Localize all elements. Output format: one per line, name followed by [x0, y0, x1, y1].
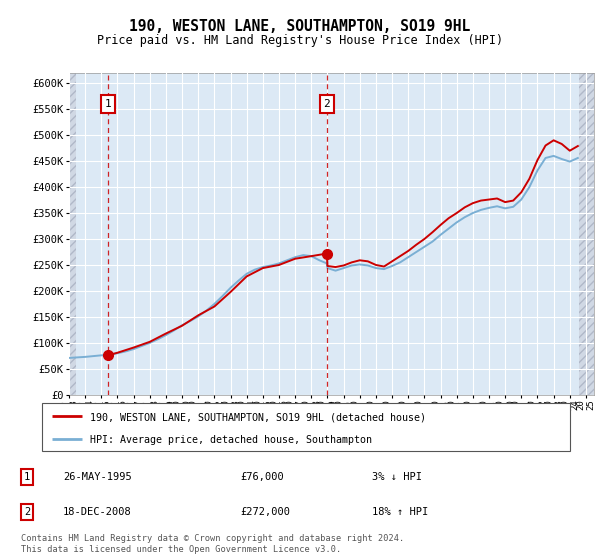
- Text: This data is licensed under the Open Government Licence v3.0.: This data is licensed under the Open Gov…: [21, 545, 341, 554]
- Text: £272,000: £272,000: [240, 507, 290, 517]
- Bar: [69, 60, 76, 398]
- Text: 3% ↓ HPI: 3% ↓ HPI: [372, 472, 422, 482]
- Text: Contains HM Land Registry data © Crown copyright and database right 2024.: Contains HM Land Registry data © Crown c…: [21, 534, 404, 543]
- Text: 1: 1: [24, 472, 30, 482]
- Text: 2: 2: [24, 507, 30, 517]
- Text: £76,000: £76,000: [240, 472, 284, 482]
- Bar: [579, 60, 594, 398]
- Text: 18-DEC-2008: 18-DEC-2008: [63, 507, 132, 517]
- Text: 190, WESTON LANE, SOUTHAMPTON, SO19 9HL (detached house): 190, WESTON LANE, SOUTHAMPTON, SO19 9HL …: [89, 412, 425, 422]
- Text: 190, WESTON LANE, SOUTHAMPTON, SO19 9HL: 190, WESTON LANE, SOUTHAMPTON, SO19 9HL: [130, 20, 470, 34]
- Text: Price paid vs. HM Land Registry's House Price Index (HPI): Price paid vs. HM Land Registry's House …: [97, 34, 503, 47]
- Bar: [579, 60, 594, 398]
- Bar: [69, 60, 76, 398]
- Text: HPI: Average price, detached house, Southampton: HPI: Average price, detached house, Sout…: [89, 435, 371, 445]
- Text: 18% ↑ HPI: 18% ↑ HPI: [372, 507, 428, 517]
- Text: 1: 1: [104, 99, 111, 109]
- Text: 2: 2: [323, 99, 330, 109]
- Text: 26-MAY-1995: 26-MAY-1995: [63, 472, 132, 482]
- FancyBboxPatch shape: [42, 403, 570, 451]
